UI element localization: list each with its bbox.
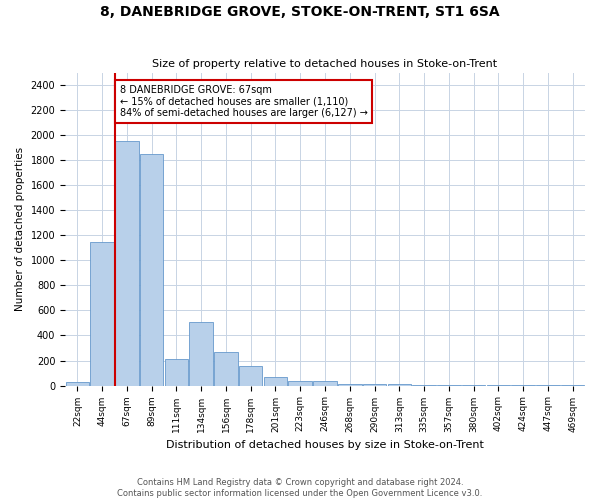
Bar — [164, 360, 188, 386]
Text: 8, DANEBRIDGE GROVE, STOKE-ON-TRENT, ST1 6SA: 8, DANEBRIDGE GROVE, STOKE-ON-TRENT, ST1… — [100, 5, 500, 19]
Text: Contains HM Land Registry data © Crown copyright and database right 2024.
Contai: Contains HM Land Registry data © Crown c… — [118, 478, 482, 498]
Bar — [214, 352, 238, 386]
Bar — [190, 322, 213, 386]
Bar — [140, 154, 163, 386]
Bar — [289, 380, 312, 386]
Bar — [65, 382, 89, 386]
Bar — [412, 385, 436, 386]
Bar — [91, 242, 114, 386]
Text: 8 DANEBRIDGE GROVE: 67sqm
← 15% of detached houses are smaller (1,110)
84% of se: 8 DANEBRIDGE GROVE: 67sqm ← 15% of detac… — [119, 85, 367, 118]
Bar — [264, 377, 287, 386]
Y-axis label: Number of detached properties: Number of detached properties — [15, 147, 25, 311]
Bar — [313, 381, 337, 386]
Bar — [115, 142, 139, 386]
Bar — [239, 366, 262, 386]
Bar — [388, 384, 411, 386]
Title: Size of property relative to detached houses in Stoke-on-Trent: Size of property relative to detached ho… — [152, 59, 497, 69]
Bar — [338, 384, 362, 386]
Bar — [363, 384, 386, 386]
X-axis label: Distribution of detached houses by size in Stoke-on-Trent: Distribution of detached houses by size … — [166, 440, 484, 450]
